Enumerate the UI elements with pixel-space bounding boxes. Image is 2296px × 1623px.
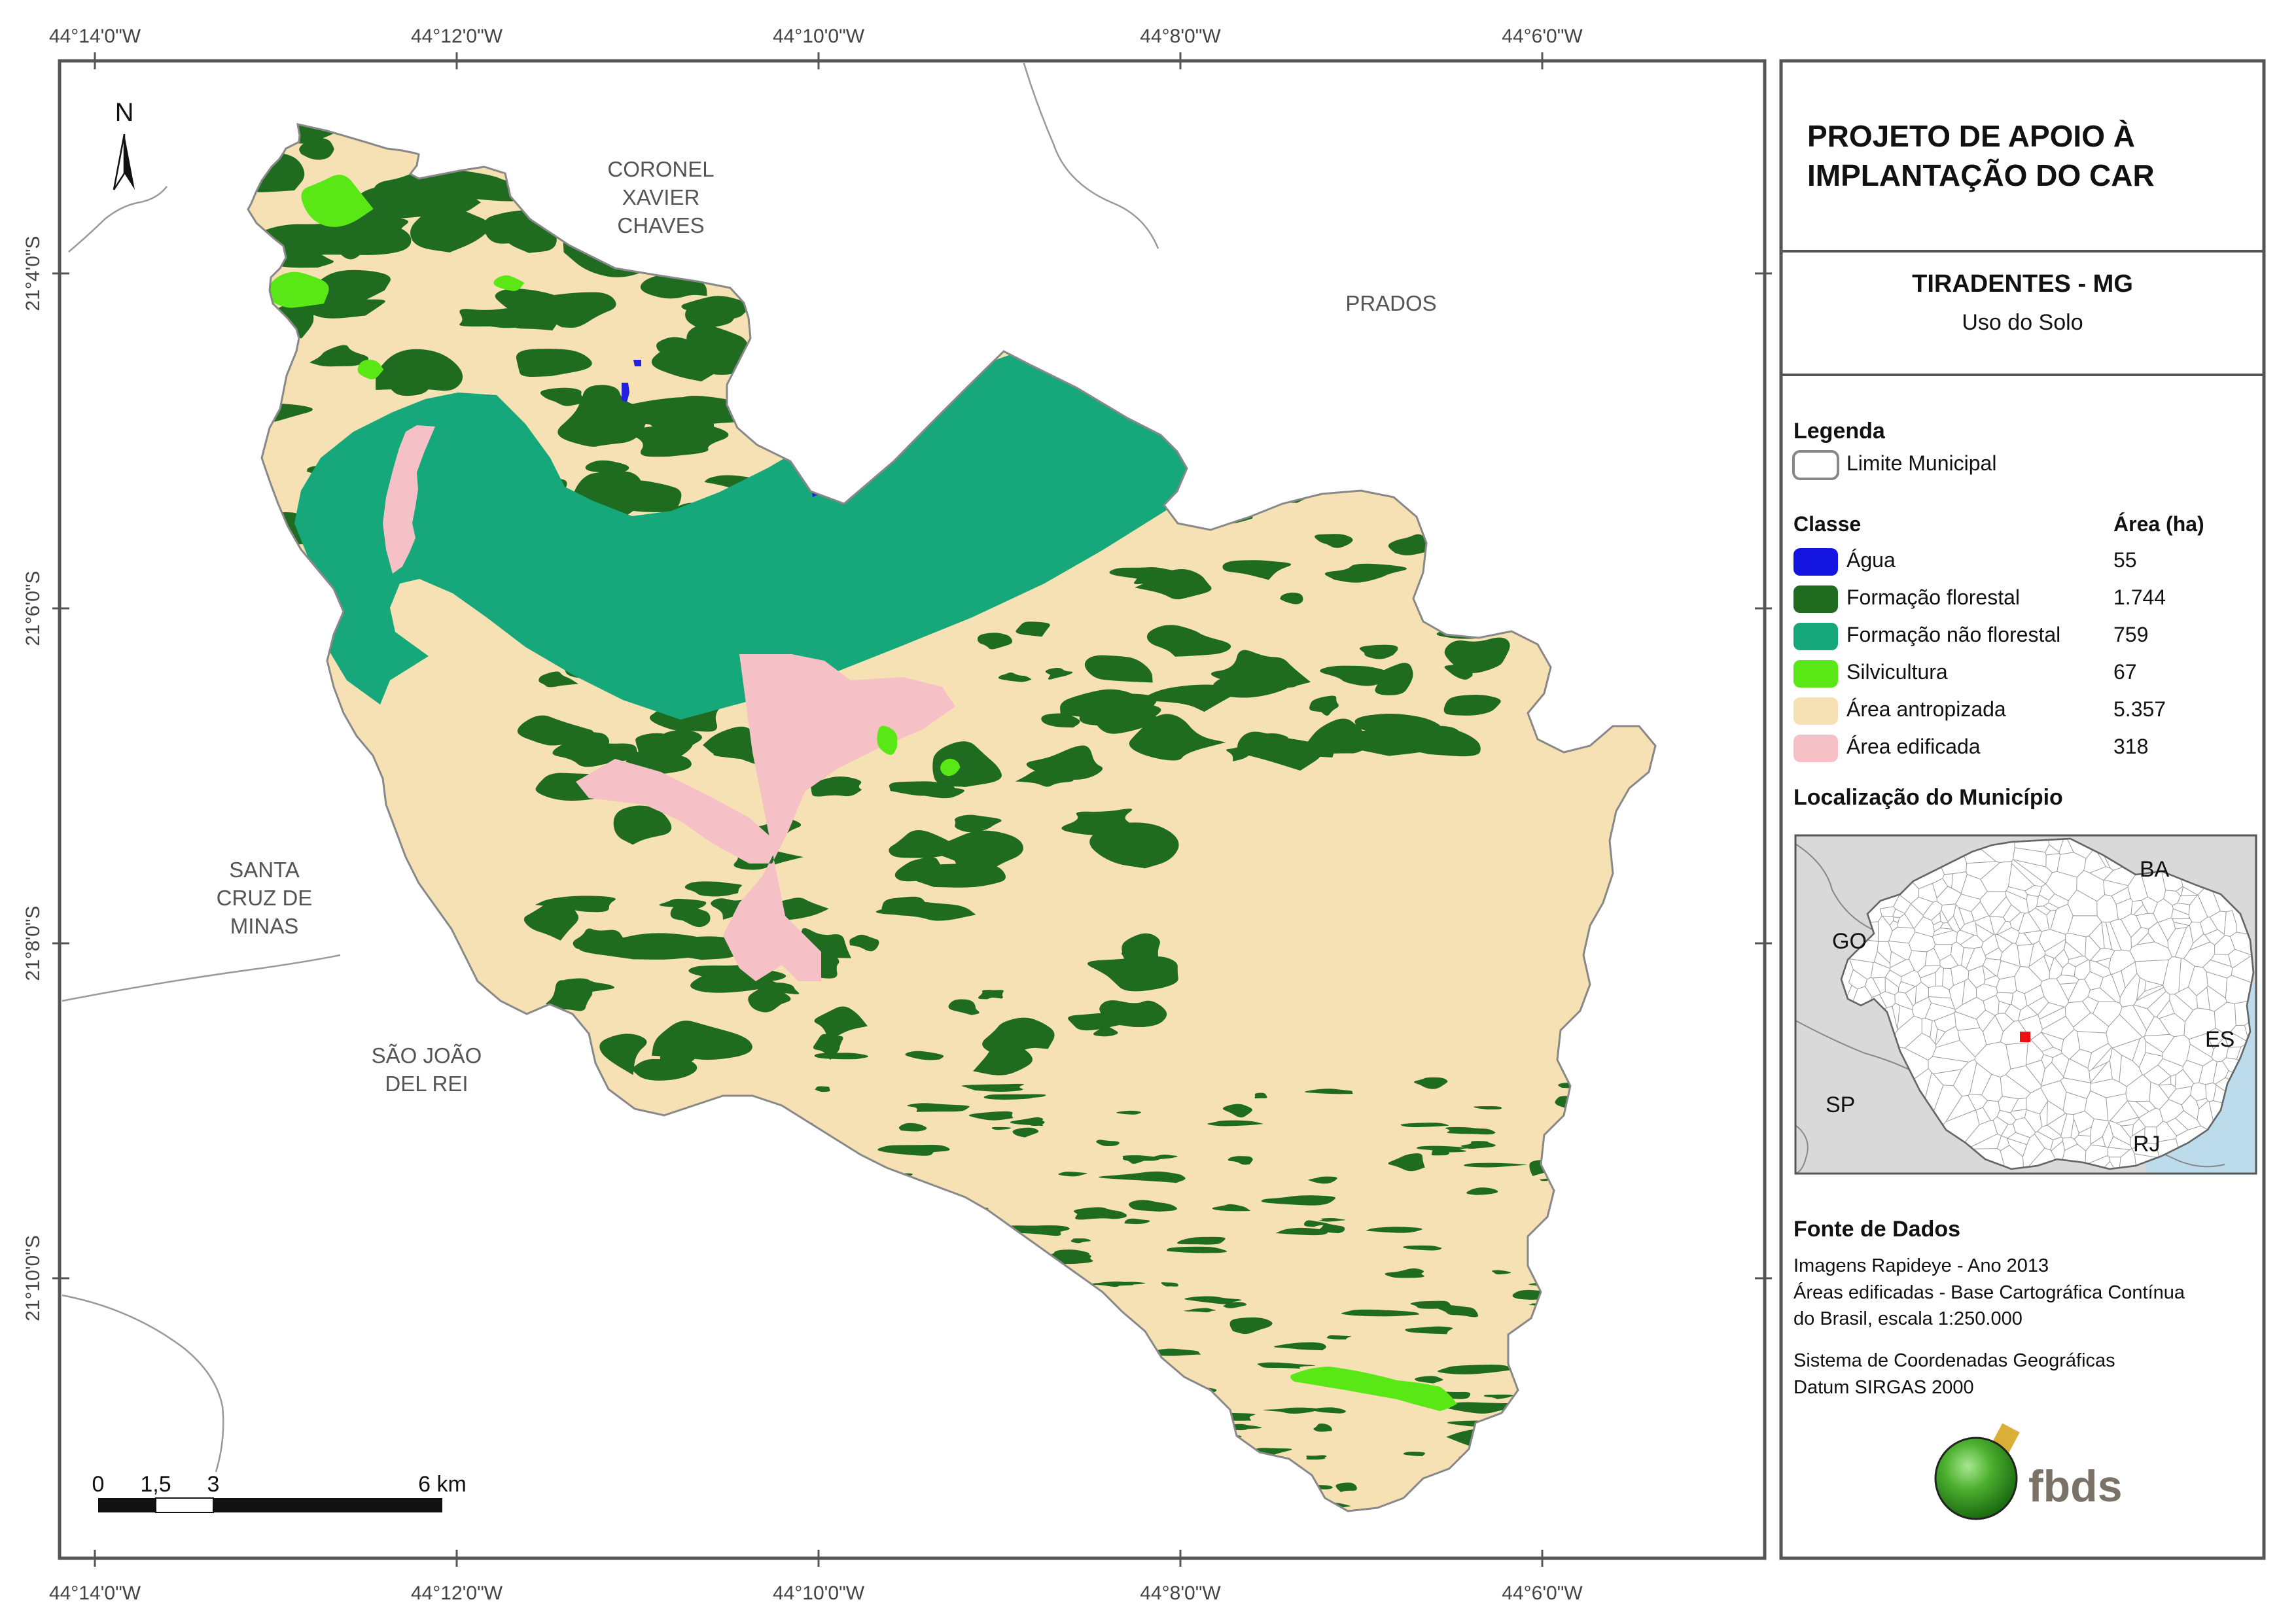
svg-text:fbds: fbds bbox=[2028, 1461, 2123, 1511]
